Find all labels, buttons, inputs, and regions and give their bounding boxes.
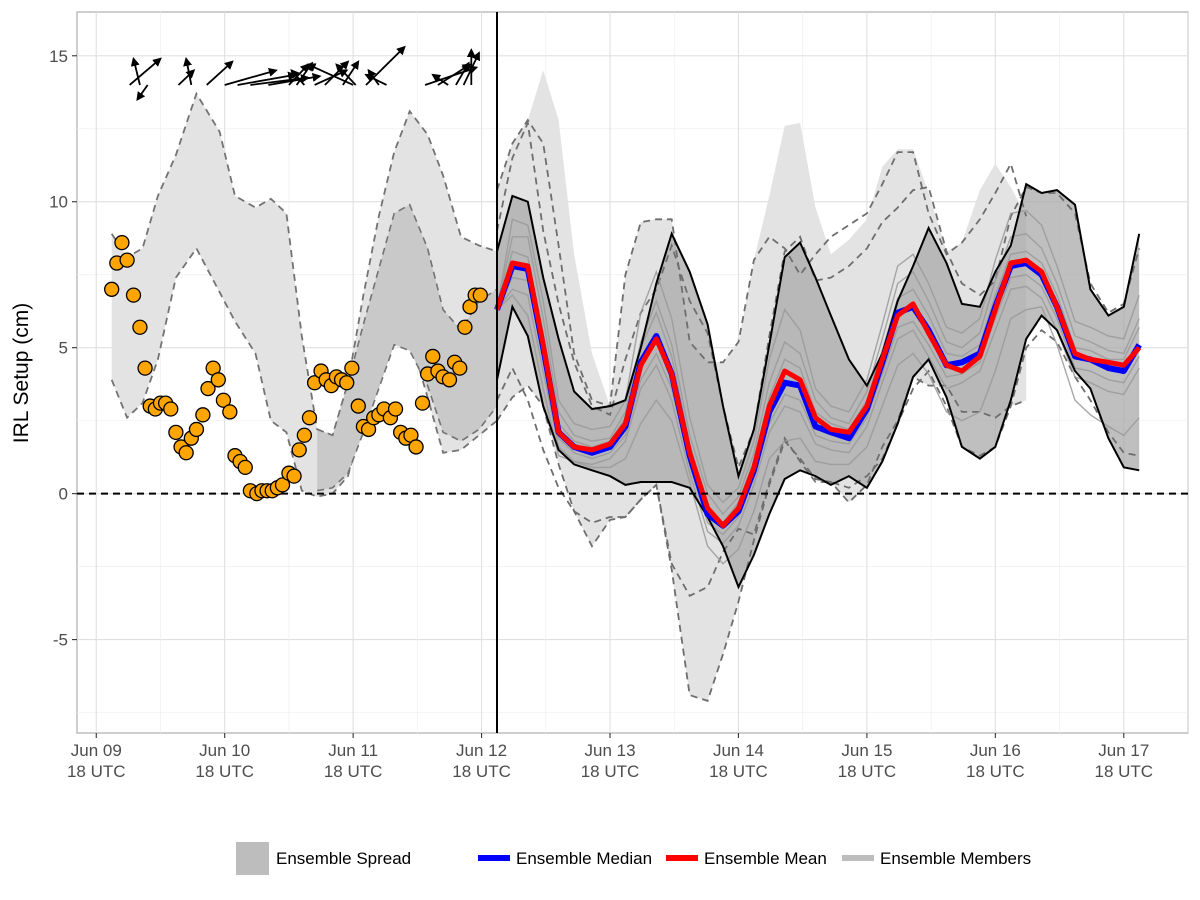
legend: Ensemble Spread Ensemble Median Ensemble M…: [236, 842, 1031, 875]
observation-point: [274, 477, 291, 493]
wind-vector-arrow: [290, 69, 306, 86]
x-tick-label-date: Jun 11: [328, 741, 378, 760]
observation-point: [210, 372, 226, 388]
ensemble-member-line-1: [496, 285, 1140, 545]
wind-vector-arrow: [136, 84, 149, 102]
ensemble-member-line-3: [496, 273, 1140, 536]
observation-point: [350, 398, 366, 414]
observation-point: [132, 319, 148, 335]
hindcast-outer-band: [111, 93, 497, 497]
ensemble-members: [496, 182, 1141, 590]
wind-vector-arrow: [455, 61, 470, 86]
wind-vector-arrow: [306, 63, 354, 86]
ensemble-statistics: [494, 257, 1142, 529]
observation-point: [104, 281, 120, 297]
x-tick-label-date: Jun 10: [199, 741, 250, 760]
x-tick-label-time: 18 UTC: [581, 762, 640, 781]
x-tick-label-date: Jun 09: [71, 741, 122, 760]
wind-vector-arrow: [431, 73, 449, 86]
wind-vector-arrow: [206, 60, 234, 86]
wind-vector-arrow: [364, 73, 387, 86]
x-tick-label-date: Jun 13: [584, 741, 635, 760]
x-tick-label-date: Jun 15: [841, 741, 892, 760]
legend-key-spread: [236, 842, 269, 875]
observation-point: [296, 427, 312, 443]
x-tick-label-time: 18 UTC: [838, 762, 897, 781]
x-tick-label-time: 18 UTC: [452, 762, 511, 781]
x-tick-label-time: 18 UTC: [195, 762, 254, 781]
observation-point: [425, 348, 441, 365]
y-tick-label: 0: [59, 485, 68, 504]
ensemble-mean-line: [494, 257, 1142, 529]
observation-point: [222, 404, 238, 420]
observation-point: [344, 360, 360, 376]
observation-point: [215, 392, 232, 408]
observation-point: [137, 360, 153, 376]
observation-point: [188, 421, 205, 438]
wind-vector-arrow: [130, 56, 141, 86]
observation-point: [472, 287, 488, 303]
ensemble-member-line-5: [496, 294, 1140, 565]
observation-point: [441, 372, 458, 388]
y-tick-label: 10: [49, 193, 68, 212]
x-tick-label-time: 18 UTC: [709, 762, 768, 781]
observations: [104, 234, 488, 502]
observation-point: [339, 375, 355, 391]
observation-point: [119, 252, 135, 268]
x-tick-label-date: Jun 12: [456, 741, 507, 760]
forecast-outer-upper-dashed: [496, 118, 1028, 408]
spread-upper-line: [496, 182, 1141, 480]
y-tick-label: -5: [53, 631, 68, 650]
observation-point: [163, 401, 179, 417]
observation-point: [408, 439, 424, 455]
y-tick-label: 15: [49, 47, 68, 66]
observation-point: [286, 468, 302, 484]
observation-point: [237, 459, 253, 476]
observation-point: [168, 424, 184, 440]
wind-vector-arrow: [183, 56, 193, 86]
observation-point: [178, 445, 194, 461]
x-tick-label-date: Jun 16: [970, 741, 1021, 760]
wind-vector-arrow: [335, 63, 357, 86]
wind-vector-arrow: [177, 69, 196, 86]
spread-lower-line: [496, 303, 1140, 590]
y-axis-label: IRL Setup (cm): [10, 303, 33, 443]
wind-vectors: [129, 45, 480, 102]
axes: -5 0 5 10 15 Jun 09 18 UTC Jun 10 18 UTC Jun 11 18…: [49, 47, 1153, 781]
observation-point: [457, 319, 473, 335]
observation-point: [301, 410, 318, 426]
y-tick-label: 5: [59, 339, 68, 358]
observation-point: [414, 395, 431, 411]
observation-point: [200, 380, 216, 397]
legend-label: Ensemble Median: [516, 849, 652, 868]
legend-label: Ensemble Spread: [276, 849, 411, 868]
x-tick-label-time: 18 UTC: [67, 762, 126, 781]
observation-point: [452, 360, 468, 376]
ensemble-spread-band: [497, 184, 1140, 587]
forecast-inner-lower-dashed: [496, 328, 1140, 597]
ensemble-member-line-4: [496, 209, 1140, 504]
observation-point: [125, 287, 142, 303]
hindcast-inner-lower-dashed: [317, 343, 498, 492]
hindcast-inner-upper-dashed: [316, 203, 498, 437]
wind-vector-arrow: [224, 68, 278, 86]
x-tick-label-date: Jun 17: [1098, 741, 1149, 760]
wind-vector-arrow: [129, 57, 162, 86]
observation-point: [195, 407, 211, 423]
observation-point: [291, 442, 307, 458]
forecast-inner-upper-dashed: [496, 119, 1141, 471]
x-tick-label-time: 18 UTC: [324, 762, 383, 781]
wind-vector-arrow: [237, 71, 298, 86]
legend-label: Ensemble Mean: [704, 849, 827, 868]
x-tick-label-time: 18 UTC: [966, 762, 1025, 781]
x-tick-label-date: Jun 14: [713, 741, 764, 760]
legend-label: Ensemble Members: [880, 849, 1031, 868]
observation-point: [387, 401, 404, 417]
ensemble-member-line-0: [496, 233, 1140, 516]
x-tick-label-time: 18 UTC: [1094, 762, 1153, 781]
observation-point: [114, 234, 130, 251]
